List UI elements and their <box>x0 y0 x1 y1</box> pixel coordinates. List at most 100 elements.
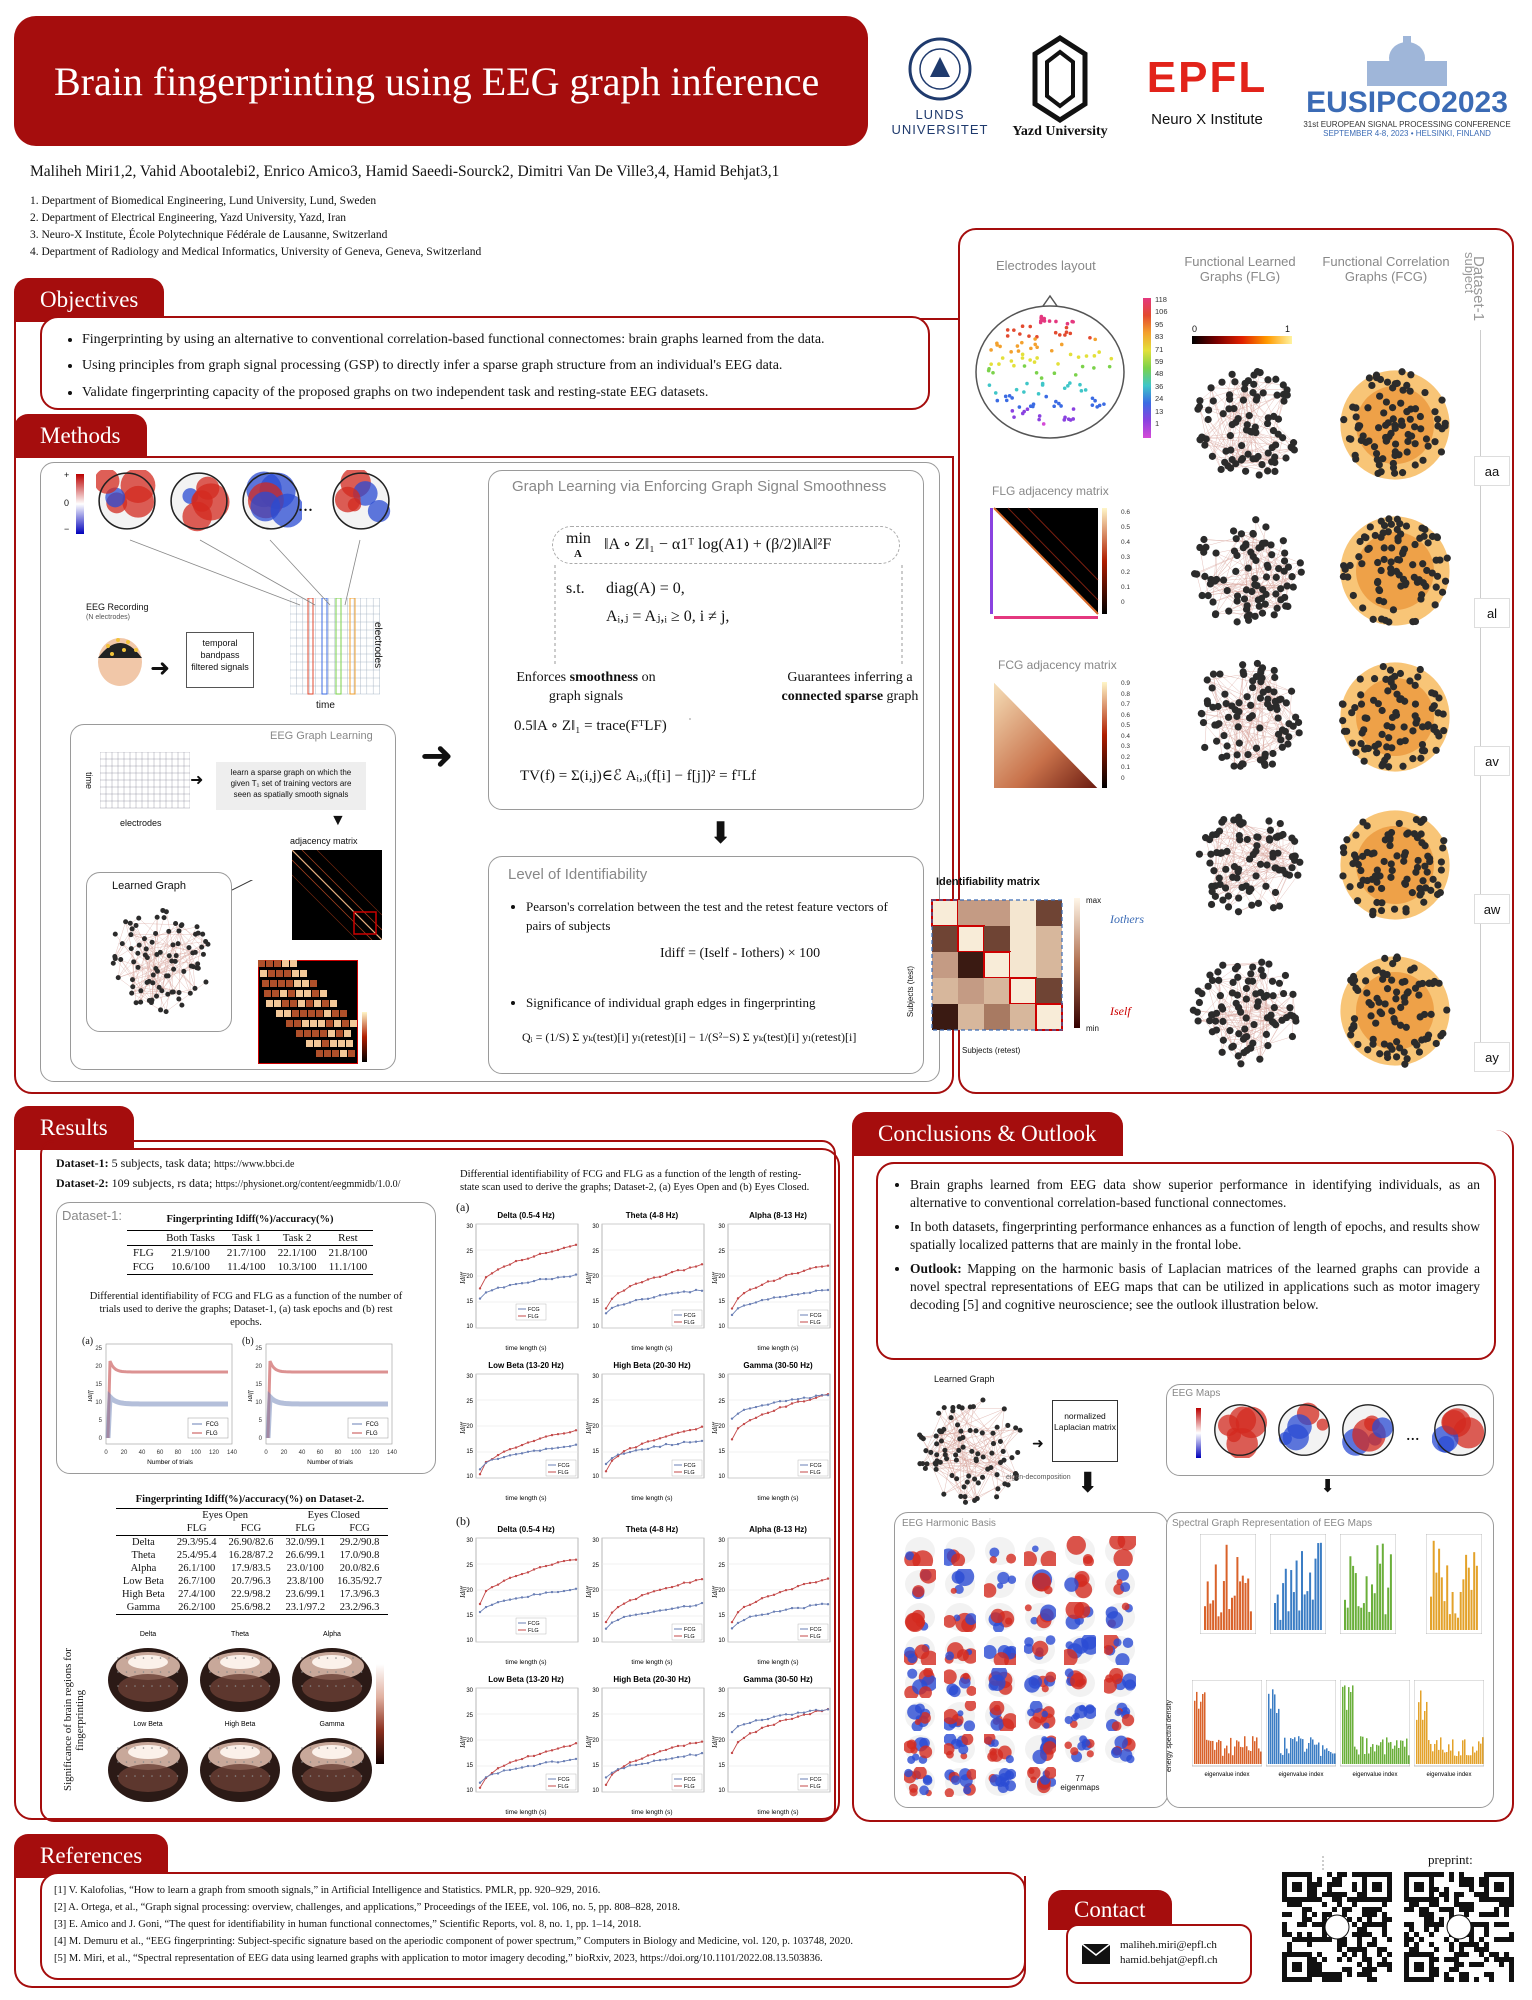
electrode-dot <box>1031 404 1035 409</box>
graph-node <box>1431 408 1439 416</box>
electrodes-axis-label: electrodes <box>372 622 383 669</box>
spectrum-zoom <box>1200 1534 1256 1634</box>
eigenmap <box>1024 1603 1056 1631</box>
affiliations: 1. Department of Biomedical Engineering,… <box>30 193 481 261</box>
emails: maliheh.miri@epfl.ch hamid.behjat@epfl.c… <box>1120 1938 1218 1968</box>
graph-node <box>112 931 118 937</box>
id-colorbar <box>1074 898 1080 1028</box>
eeg-topomap <box>170 472 230 532</box>
graph-node <box>1195 850 1203 858</box>
maps-ellipsis: ... <box>1406 1424 1420 1444</box>
graph-node <box>1372 1019 1380 1027</box>
link[interactable]: https://www.bbci.de <box>213 1159 295 1170</box>
electrode-dot <box>1090 403 1095 407</box>
big-arrow-down-icon: ⬇ <box>708 817 734 850</box>
svg-text:20: 20 <box>255 1364 262 1370</box>
cell: 22.1/100 <box>277 1247 317 1259</box>
svg-text:15: 15 <box>718 1449 725 1455</box>
svg-text:FCG: FCG <box>366 1422 379 1428</box>
cell: 11.1/100 <box>328 1261 368 1273</box>
graph-node <box>1386 1042 1394 1050</box>
graph-node <box>1226 1027 1234 1035</box>
graph-node <box>1273 391 1281 399</box>
graph-node <box>1272 375 1280 383</box>
tick: 59 <box>1155 357 1164 367</box>
svg-text:25: 25 <box>466 1713 473 1719</box>
graph-node <box>1235 739 1243 747</box>
graph-node <box>1289 439 1298 447</box>
graph-node <box>1406 677 1414 685</box>
graph-node <box>200 931 206 937</box>
graph-node <box>1242 540 1250 548</box>
graph-node <box>1388 544 1396 552</box>
arrow-right-icon: ➜ <box>1032 1437 1044 1452</box>
objectives-heading-text: Objectives <box>40 287 139 312</box>
svg-text:100: 100 <box>191 1450 202 1456</box>
graph-node <box>1404 988 1412 996</box>
svg-text:Theta: Theta <box>231 1631 249 1638</box>
graph-node <box>975 1451 981 1457</box>
fcg-adj-ticks: 0.9 0.8 0.7 0.6 0.5 0.4 0.3 0.2 0.1 0 <box>1121 679 1130 784</box>
svg-text:100: 100 <box>351 1450 362 1456</box>
graph-node <box>1399 575 1408 583</box>
graph-node <box>1204 592 1212 600</box>
svg-text:20: 20 <box>592 1738 599 1744</box>
svg-text:20: 20 <box>466 1424 473 1430</box>
svg-text:10: 10 <box>718 1324 725 1330</box>
graph-node <box>936 1410 942 1416</box>
electrode-dot <box>1036 392 1041 396</box>
graph-node <box>1437 448 1446 456</box>
graph-node <box>1264 376 1272 384</box>
graph-node <box>1396 1021 1405 1029</box>
graph-node <box>1339 572 1347 581</box>
graph-node <box>1347 435 1355 443</box>
electrode-colorbar-ticks: 118 106 95 83 71 59 48 36 24 13 1 <box>1155 294 1168 430</box>
graph-node <box>1379 975 1387 983</box>
eigenmap <box>944 1603 976 1632</box>
graph-node <box>1215 874 1223 882</box>
link[interactable]: https://physionet.org/content/eegmmidb/1… <box>215 1179 401 1190</box>
graph-node <box>192 985 198 991</box>
outlook-topomap <box>1214 1404 1268 1458</box>
svg-text:time length (s): time length (s) <box>505 1345 546 1352</box>
graph-node <box>1209 598 1217 606</box>
graph-node <box>1365 374 1373 382</box>
qr-code-preprint[interactable] <box>1404 1872 1514 1982</box>
svg-text:15: 15 <box>592 1449 599 1455</box>
graph-node <box>166 953 172 959</box>
email-link[interactable]: maliheh.miri@epfl.ch <box>1120 1939 1217 1951</box>
email-link[interactable]: hamid.behjat@epfl.ch <box>1120 1954 1218 1966</box>
graph-node <box>1434 415 1442 423</box>
graph-node <box>1422 435 1431 443</box>
temporal-filter-box: temporal bandpass filtered signals <box>186 632 254 688</box>
graph-node <box>1387 873 1395 881</box>
svg-text:time length (s): time length (s) <box>505 1659 546 1666</box>
gl-connectors <box>554 565 903 720</box>
graph-node <box>1402 1023 1410 1031</box>
graph-node <box>1252 516 1260 524</box>
table-row: Low Beta 26.7/100 20.7/96.3 23.8/100 16.35/9… <box>116 1575 388 1588</box>
svg-text:Delta: Delta <box>140 1631 156 1638</box>
svg-text:Idiff: Idiff <box>712 1421 719 1435</box>
qr-code-poster[interactable] <box>1282 1872 1392 1982</box>
graph-node <box>1427 1010 1435 1018</box>
opt-objective: ‖A ∘ Z‖₁ − α1ᵀ log(A1) + (β/2)‖A‖²F <box>604 536 832 553</box>
scale-min: 0 <box>1192 324 1198 334</box>
graph-node <box>948 1415 954 1421</box>
graph-node <box>1428 569 1436 577</box>
cell: FCG <box>132 1261 155 1273</box>
electrode-dot <box>1092 366 1096 370</box>
graph-node <box>1267 541 1275 549</box>
graph-node <box>1247 548 1255 556</box>
graph-node <box>1234 973 1242 981</box>
graph-node <box>1370 443 1379 451</box>
objectives-box: Fingerprinting by using an alternative t… <box>40 316 930 410</box>
significance-colorbar <box>376 1664 384 1764</box>
svg-text:25: 25 <box>592 1249 599 1255</box>
conclusions-list: Brain graphs learned from EEG data show … <box>888 1176 1480 1314</box>
electrode-dot <box>1016 349 1021 353</box>
electrode-dot <box>991 370 995 375</box>
cell: Delta <box>132 1537 155 1548</box>
graph-node <box>1219 1005 1227 1013</box>
graph-node <box>1440 837 1448 845</box>
